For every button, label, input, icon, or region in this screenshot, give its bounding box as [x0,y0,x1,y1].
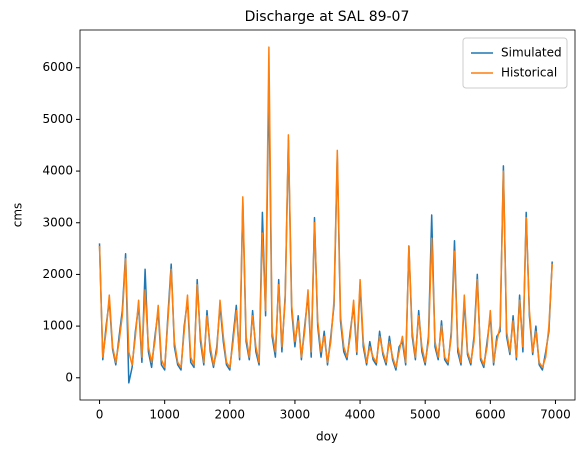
x-tick-label: 7000 [540,408,571,422]
y-tick-label: 4000 [42,164,73,178]
x-tick-label: 5000 [410,408,441,422]
series-line [98,46,553,369]
x-tick-label: 1000 [149,408,180,422]
legend-box [462,37,568,89]
y-tick-label: 1000 [42,319,73,333]
y-tick-label: 2000 [42,267,73,281]
x-tick-label: 0 [96,408,104,422]
y-tick-label: 3000 [42,215,73,229]
x-axis-label: doy [316,430,338,444]
x-tick-label: 4000 [345,408,376,422]
legend-label: Simulated [501,46,562,60]
chart-title: Discharge at SAL 89-07 [245,9,410,25]
x-tick-label: 2000 [215,408,246,422]
x-tick-label: 3000 [280,408,311,422]
y-tick-label: 0 [65,370,73,384]
y-tick-label: 5000 [42,112,73,126]
x-tick-label: 6000 [475,408,506,422]
legend-label: Historical [501,66,557,80]
plot-frame [79,29,576,401]
y-axis-label: cms [11,203,25,228]
y-tick-label: 6000 [42,60,73,74]
